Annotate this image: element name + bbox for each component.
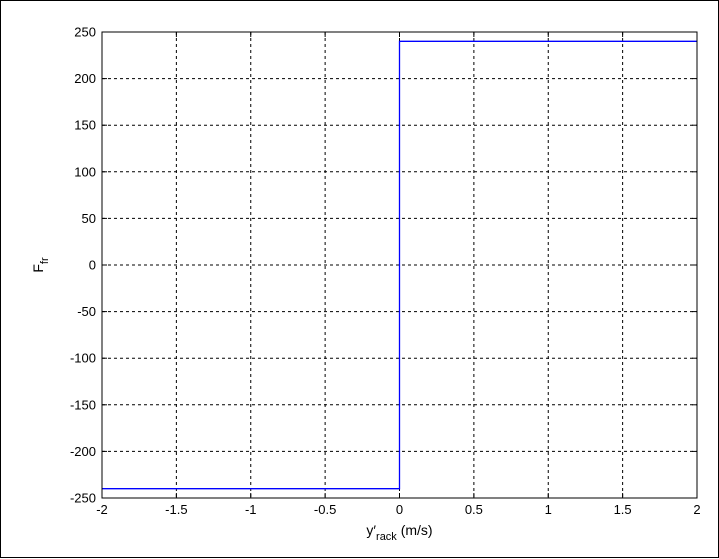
x-tick-label: 0.5 — [465, 502, 483, 517]
x-axis-label-subscript: rack — [376, 531, 397, 543]
series-layer — [102, 40, 697, 490]
x-tick-label: 2 — [693, 502, 700, 517]
y-tick-label: -150 — [70, 397, 96, 412]
x-tick-label: -0.5 — [314, 502, 336, 517]
y-tick-label: 0 — [89, 258, 96, 273]
y-axis-label-subscript: fr — [39, 257, 51, 264]
series-line — [102, 40, 697, 490]
y-axis-label: Ffr — [30, 257, 51, 273]
x-tick-label: 1 — [545, 502, 552, 517]
x-tick-label: 1.5 — [614, 502, 632, 517]
x-tick-label: 0 — [396, 502, 403, 517]
x-tick-label: -1.5 — [165, 502, 187, 517]
tick-label-layer: -2 -1.5 -1 -0.5 0 0.5 1 1.5 2 -250 -200 -150 -100 -50… — [70, 25, 701, 518]
y-tick-label: 200 — [74, 71, 96, 86]
tick-layer — [101, 31, 698, 499]
y-tick-label: 150 — [74, 118, 96, 133]
y-tick-label: -50 — [77, 304, 96, 319]
x-axis-label: y′rack (m/s) — [366, 522, 432, 543]
y-tick-label: -200 — [70, 444, 96, 459]
x-axis-label-base: y′ — [366, 522, 376, 538]
x-axis-label-units: (m/s) — [397, 522, 433, 538]
x-tick-label: -1 — [245, 502, 257, 517]
y-tick-label: -250 — [70, 491, 96, 506]
y-tick-label: 250 — [74, 25, 96, 40]
y-tick-label: -100 — [70, 351, 96, 366]
x-tick-label: -2 — [96, 502, 108, 517]
y-tick-label: 100 — [74, 164, 96, 179]
y-tick-label: 50 — [82, 211, 96, 226]
y-axis-label-base: F — [30, 264, 46, 273]
